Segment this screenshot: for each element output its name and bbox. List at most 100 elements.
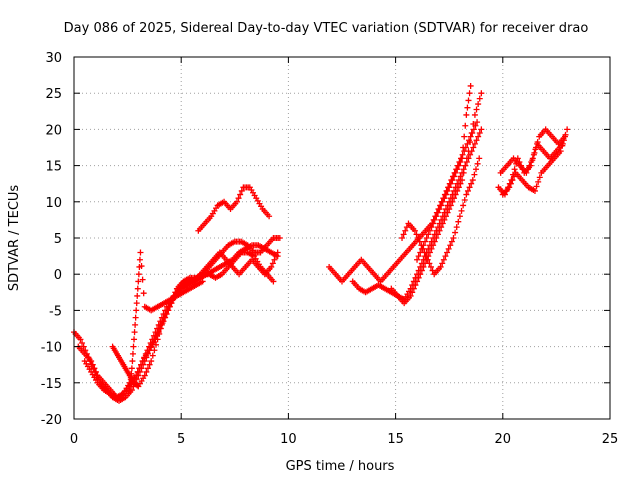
data-point (440, 256, 447, 263)
series-track-k (414, 82, 474, 263)
data-point (135, 278, 142, 285)
chart-grid (74, 57, 610, 419)
data-point (129, 358, 136, 365)
data-point (465, 148, 472, 155)
data-point (452, 229, 459, 236)
data-point (138, 263, 145, 270)
data-point (478, 90, 485, 97)
data-point (434, 231, 441, 238)
data-point (274, 253, 281, 260)
data-point (462, 122, 469, 129)
data-point (433, 235, 440, 241)
data-point (476, 95, 483, 102)
data-point (79, 339, 86, 346)
data-point (476, 155, 483, 162)
data-point (507, 180, 514, 187)
data-point (135, 271, 142, 278)
data-point (420, 242, 427, 249)
y-tick-labels: -20 -15 -10 -5 0 5 10 15 20 25 30 (41, 51, 62, 428)
x-tick-label: 5 (177, 432, 185, 447)
data-point (455, 162, 462, 169)
data-point (562, 131, 569, 138)
data-point (467, 82, 474, 89)
data-point (533, 144, 540, 151)
data-point (428, 245, 435, 252)
data-point (131, 336, 138, 343)
data-point (448, 238, 455, 245)
data-point (235, 195, 242, 202)
data-point (430, 242, 437, 249)
data-point (266, 213, 273, 220)
data-point (445, 245, 452, 252)
data-point (133, 372, 140, 379)
data-point (128, 365, 135, 372)
data-point (128, 370, 135, 377)
series-track-f (195, 184, 273, 234)
data-point (531, 187, 538, 194)
data-point (132, 314, 139, 321)
y-tick-label: 30 (45, 51, 62, 66)
data-point (523, 169, 530, 176)
data-point (447, 202, 454, 209)
data-point (127, 381, 134, 388)
x-tick-label: 10 (280, 432, 297, 447)
data-point (564, 126, 571, 133)
data-point (509, 177, 516, 184)
data-point (153, 341, 160, 348)
data-point (471, 140, 478, 147)
data-point (418, 245, 425, 252)
data-point (462, 162, 469, 169)
data-point (441, 216, 448, 223)
data-point (463, 111, 470, 118)
data-point (467, 133, 474, 140)
data-point (438, 202, 445, 209)
data-point (452, 191, 459, 198)
data-point (459, 155, 466, 162)
data-point (237, 191, 244, 198)
data-point (475, 101, 482, 108)
data-point (80, 343, 87, 350)
data-point (534, 139, 541, 146)
data-point (156, 330, 163, 337)
data-point (439, 198, 446, 205)
data-point (148, 358, 155, 365)
y-tick-label: -20 (41, 413, 62, 428)
y-tick-label: -10 (41, 341, 62, 356)
data-point (407, 292, 414, 299)
data-point (471, 111, 478, 118)
data-point (154, 336, 161, 343)
data-point (133, 307, 140, 314)
data-point (418, 267, 425, 274)
data-point (474, 119, 481, 126)
data-point (88, 358, 95, 365)
data-point (137, 249, 144, 256)
data-point (446, 206, 453, 213)
data-point (436, 206, 443, 213)
data-point (141, 372, 148, 379)
data-point (468, 180, 475, 187)
data-point (89, 361, 96, 368)
data-point (464, 104, 471, 111)
series-track-i (388, 90, 485, 307)
data-point (129, 350, 136, 357)
y-tick-label: -5 (49, 304, 62, 319)
series-track-m (497, 126, 568, 176)
data-point (132, 321, 139, 328)
data-point (442, 213, 449, 220)
data-point (426, 249, 433, 256)
data-point (470, 126, 477, 133)
data-point (475, 133, 482, 140)
data-point (451, 173, 458, 180)
y-tick-label: 10 (45, 196, 62, 211)
data-point (130, 343, 137, 350)
data-point (464, 187, 471, 194)
data-point (455, 184, 462, 191)
x-axis-label: GPS time / hours (286, 459, 395, 474)
data-point (433, 213, 440, 220)
data-point (426, 227, 433, 234)
data-point (444, 249, 451, 256)
x-tick-labels: 0 5 10 15 20 25 (70, 432, 618, 447)
data-point (473, 137, 480, 144)
data-marks (71, 82, 571, 404)
